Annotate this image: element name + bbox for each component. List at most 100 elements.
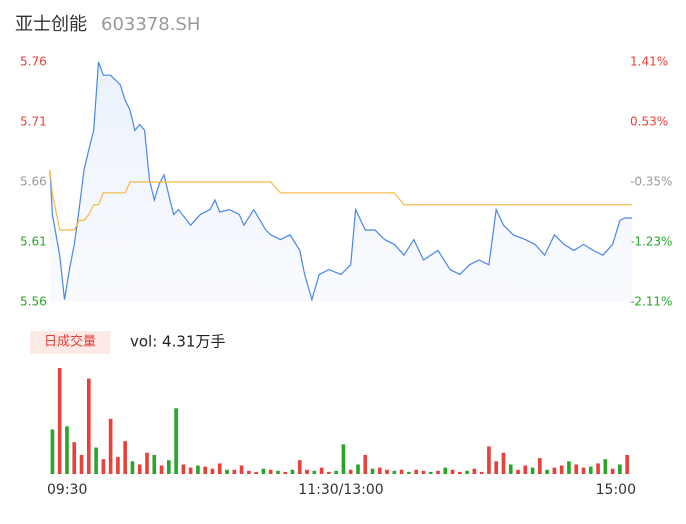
volume-bar <box>501 452 506 474</box>
volume-bar <box>268 469 273 474</box>
volume-bar <box>225 469 229 474</box>
volume-label-bg <box>30 331 110 354</box>
volume-bar <box>79 454 84 474</box>
volume-bar <box>188 467 193 474</box>
volume-bar <box>327 471 331 474</box>
volume-bar <box>538 458 542 474</box>
volume-bar <box>312 470 317 474</box>
volume-bar <box>247 470 251 474</box>
volume-bar <box>596 463 600 474</box>
volume-bar <box>341 444 346 474</box>
y2-tick-label: -0.35% <box>630 175 672 189</box>
volume-bar <box>181 464 186 474</box>
volume-bar <box>363 454 368 474</box>
volume-bar <box>123 441 127 474</box>
volume-bar <box>297 460 302 474</box>
volume-bar <box>254 471 258 474</box>
y-tick-label: 5.71 <box>20 115 47 129</box>
volume-bar <box>472 468 477 474</box>
volume-bar <box>421 470 426 474</box>
volume-bar <box>392 470 397 474</box>
volume-bar <box>523 465 528 474</box>
volume-bar <box>86 378 91 474</box>
volume-bar <box>450 469 455 474</box>
volume-bar <box>283 471 288 474</box>
volume-bar <box>610 468 615 474</box>
volume-bar <box>72 442 77 474</box>
volume-bar <box>217 463 222 474</box>
volume-bar <box>159 465 164 474</box>
price-area <box>50 62 632 302</box>
volume-bar <box>559 465 564 474</box>
volume-bar <box>210 468 215 474</box>
y2-tick-label: -2.11% <box>630 295 672 309</box>
volume-text: vol: 4.31万手 <box>130 333 225 351</box>
volume-bar <box>167 460 171 474</box>
volume-bar <box>414 469 418 474</box>
volume-bar <box>65 426 69 474</box>
volume-bar <box>232 469 237 474</box>
volume-bar <box>319 467 324 474</box>
price-line <box>49 61 632 302</box>
volume-bar <box>494 461 499 474</box>
volume-bar <box>174 408 178 474</box>
volume-bar <box>101 459 106 474</box>
volume-bar <box>516 469 520 474</box>
volume-bar <box>370 468 375 474</box>
y-tick-label: 5.66 <box>20 175 47 189</box>
volume-bar <box>152 454 157 474</box>
volume-bar <box>57 368 62 474</box>
x-tick-label: 15:00 <box>596 482 636 498</box>
stock-code: 603378.SH <box>101 14 200 35</box>
y2-tick-label: 0.53% <box>630 115 668 129</box>
volume-bar <box>334 470 338 474</box>
volume-bar <box>145 452 149 474</box>
volume-bar <box>385 469 389 474</box>
volume-bar <box>130 461 135 474</box>
volume-bar <box>203 466 208 474</box>
volume-bar <box>552 467 557 474</box>
volume-bar <box>407 471 411 474</box>
x-tick-label: 11:30/13:00 <box>298 482 383 498</box>
volume-bar <box>436 470 440 474</box>
volume-bar <box>239 465 244 474</box>
stock-name: 亚士创能 <box>15 14 87 35</box>
volume-bar <box>487 446 491 474</box>
volume-bar <box>530 467 535 474</box>
y-tick-label: 5.76 <box>20 55 47 69</box>
volume-bar <box>581 467 586 474</box>
volume-bar <box>443 467 448 474</box>
volume-bar <box>196 465 200 474</box>
y-tick-label: 5.61 <box>20 235 47 249</box>
volume-bar <box>574 464 579 474</box>
volume-bar <box>290 469 295 474</box>
volume-bar <box>261 468 266 474</box>
volume-bar <box>625 454 629 474</box>
volume-bar <box>508 464 513 474</box>
avg-line <box>49 169 632 231</box>
volume-bar <box>377 467 382 474</box>
volume-bar <box>479 471 484 474</box>
volume-bar <box>465 470 469 474</box>
volume-bar <box>567 461 571 474</box>
y-tick-label: 5.56 <box>20 295 47 309</box>
y2-tick-label: -1.23% <box>630 235 672 249</box>
volume-bar <box>458 471 462 474</box>
volume-bar <box>276 470 280 474</box>
volume-bar <box>50 429 55 474</box>
y2-tick-label: 1.41% <box>630 55 668 69</box>
volume-bar <box>618 464 622 474</box>
volume-bar <box>108 418 113 474</box>
volume-title: 日成交量 <box>44 334 96 350</box>
volume-bar <box>305 469 309 474</box>
volume-bar <box>137 464 142 474</box>
volume-bar <box>94 447 98 474</box>
volume-bar <box>603 459 608 474</box>
volume-bar <box>545 469 549 474</box>
volume-bar <box>348 469 353 474</box>
volume-bar <box>116 457 120 474</box>
volume-bar <box>588 466 593 474</box>
x-tick-label: 09:30 <box>47 482 87 498</box>
